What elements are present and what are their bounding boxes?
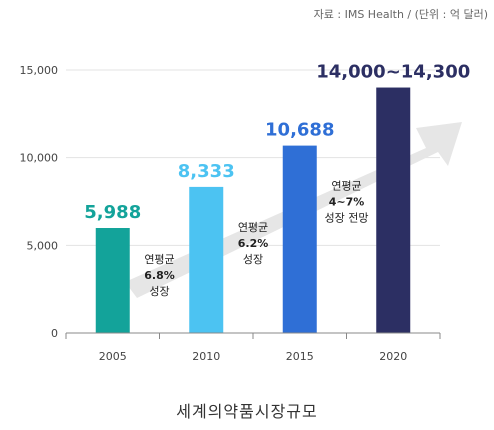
data-label: 14,000~14,300 xyxy=(316,62,470,83)
data-label: 5,988 xyxy=(84,202,141,223)
x-tick-label: 2010 xyxy=(192,350,220,363)
x-tick-label: 2015 xyxy=(286,350,314,363)
annotation-line: 4~7% xyxy=(329,196,365,209)
annotation-line: 6.8% xyxy=(144,269,175,282)
annotation-line: 연평균 xyxy=(144,253,174,266)
annotation-line: 6.2% xyxy=(238,237,269,250)
bar-chart: 0 5,000 10,000 15,000 2005 2010 2015 2020 5,988… xyxy=(20,62,471,363)
annotation-line: 연평균 xyxy=(238,221,268,234)
x-tick-label: 2005 xyxy=(99,350,127,363)
data-label: 10,688 xyxy=(265,120,334,141)
x-tick-label: 2020 xyxy=(379,350,407,363)
source-note: 자료 : IMS Health / (단위 : 억 달러) xyxy=(313,8,488,21)
bar-2020 xyxy=(376,87,411,334)
annotation-line: 성장 xyxy=(149,285,169,298)
chart-caption: 세계의약품시장규모 xyxy=(176,402,318,421)
axes: 0 5,000 10,000 15,000 2005 2010 2015 2020 xyxy=(20,64,441,363)
y-tick-label: 10,000 xyxy=(20,152,59,165)
growth-annotation: 연평균 6.8% 성장 xyxy=(144,253,175,298)
annotations: 연평균 6.8% 성장 연평균 6.2% 성장 연평균 4~7% 성장 전망 xyxy=(144,180,368,298)
data-labels: 5,988 8,333 10,688 14,000~14,300 xyxy=(84,62,470,223)
annotation-line: 연평균 xyxy=(331,180,361,193)
data-label: 8,333 xyxy=(178,161,235,182)
y-tick-label: 5,000 xyxy=(27,239,59,252)
y-tick-label: 15,000 xyxy=(20,64,59,77)
annotation-line: 성장 xyxy=(243,253,263,266)
bars xyxy=(95,87,411,334)
y-tick-label: 0 xyxy=(51,327,58,340)
annotation-line: 성장 전망 xyxy=(325,212,369,225)
growth-annotation: 연평균 6.2% 성장 xyxy=(238,221,269,266)
bar-2015 xyxy=(282,145,317,333)
bar-2010 xyxy=(189,186,224,333)
growth-annotation: 연평균 4~7% 성장 전망 xyxy=(325,180,369,225)
bar-2005 xyxy=(95,228,130,333)
